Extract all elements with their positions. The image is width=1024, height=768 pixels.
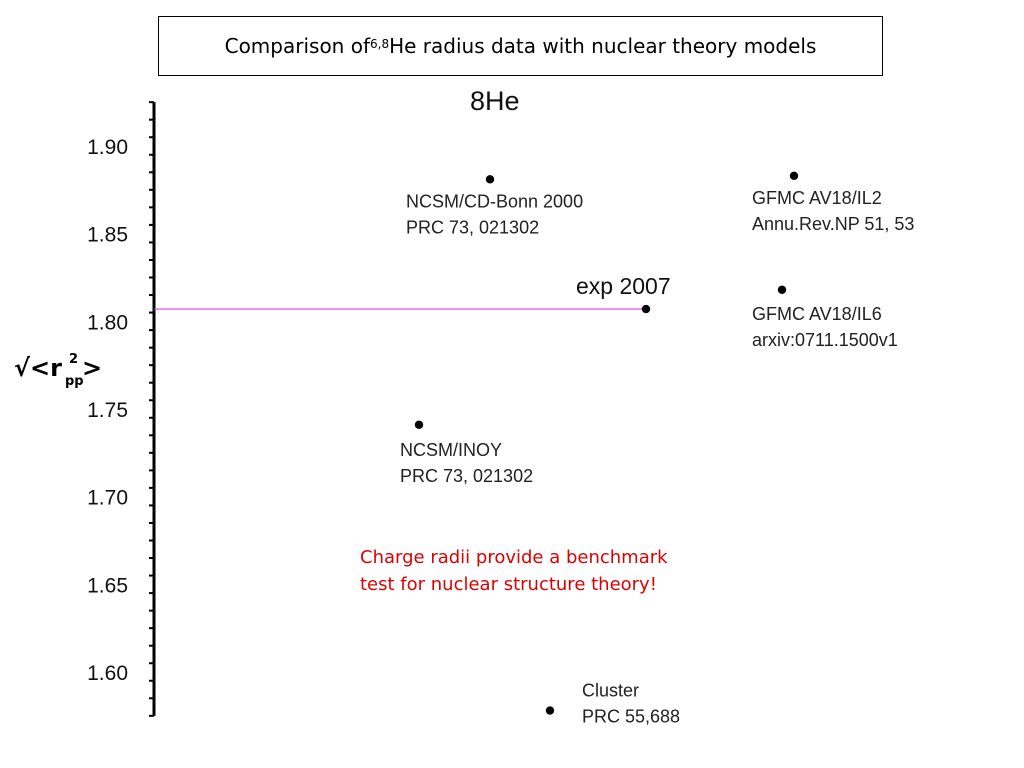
y-tick-label: 1.85 [87,224,128,247]
annotation-line-2: test for nuclear structure theory! [360,574,657,595]
data-point [789,171,799,181]
y-axis-label-sup: 2 [69,352,79,367]
data-point [777,285,787,294]
data-point [641,304,651,314]
data-point-reference: PRC 55,688 [582,707,680,727]
slide-title-suffix: He radius data with nuclear theory model… [389,34,817,58]
y-axis-label-close: > [82,354,103,382]
y-axis-label-main: √<r [14,354,62,382]
chart-title: 8He [470,86,520,116]
y-tick-label: 1.75 [87,399,128,422]
y-tick-label: 1.65 [87,574,128,597]
data-point-reference: PRC 73, 021302 [400,466,533,486]
data-point-label: GFMC AV18/IL6 [752,304,882,324]
y-tick-label: 1.60 [87,662,128,685]
y-axis-label-sub: pp [65,374,84,389]
data-point [545,706,555,715]
data-point-label: exp 2007 [576,273,671,299]
benchmark-annotation: Charge radii provide a benchmark test fo… [360,544,668,598]
data-point-label: NCSM/INOY [400,440,502,460]
data-point-label: NCSM/CD-Bonn 2000 [406,191,583,211]
data-point [414,420,424,429]
y-axis-label: √<r 2 pp > [14,352,102,398]
slide-title-isotopes: 6,8 [370,37,390,51]
y-tick-label: 1.80 [87,311,128,334]
data-point-reference: Annu.Rev.NP 51, 53 [752,214,914,234]
y-tick-label: 1.90 [87,136,128,159]
slide-title: Comparison of 6,8 He radius data with nuc… [158,16,883,76]
slide-title-prefix: Comparison of [224,34,370,58]
annotation-line-1: Charge radii provide a benchmark [360,547,668,568]
data-point-label: Cluster [582,681,639,701]
data-point-reference: PRC 73, 021302 [406,217,539,237]
data-point-label: GFMC AV18/IL2 [752,188,882,208]
data-point [485,175,495,184]
y-tick-label: 1.70 [87,487,128,510]
data-point-reference: arxiv:0711.1500v1 [752,330,898,350]
